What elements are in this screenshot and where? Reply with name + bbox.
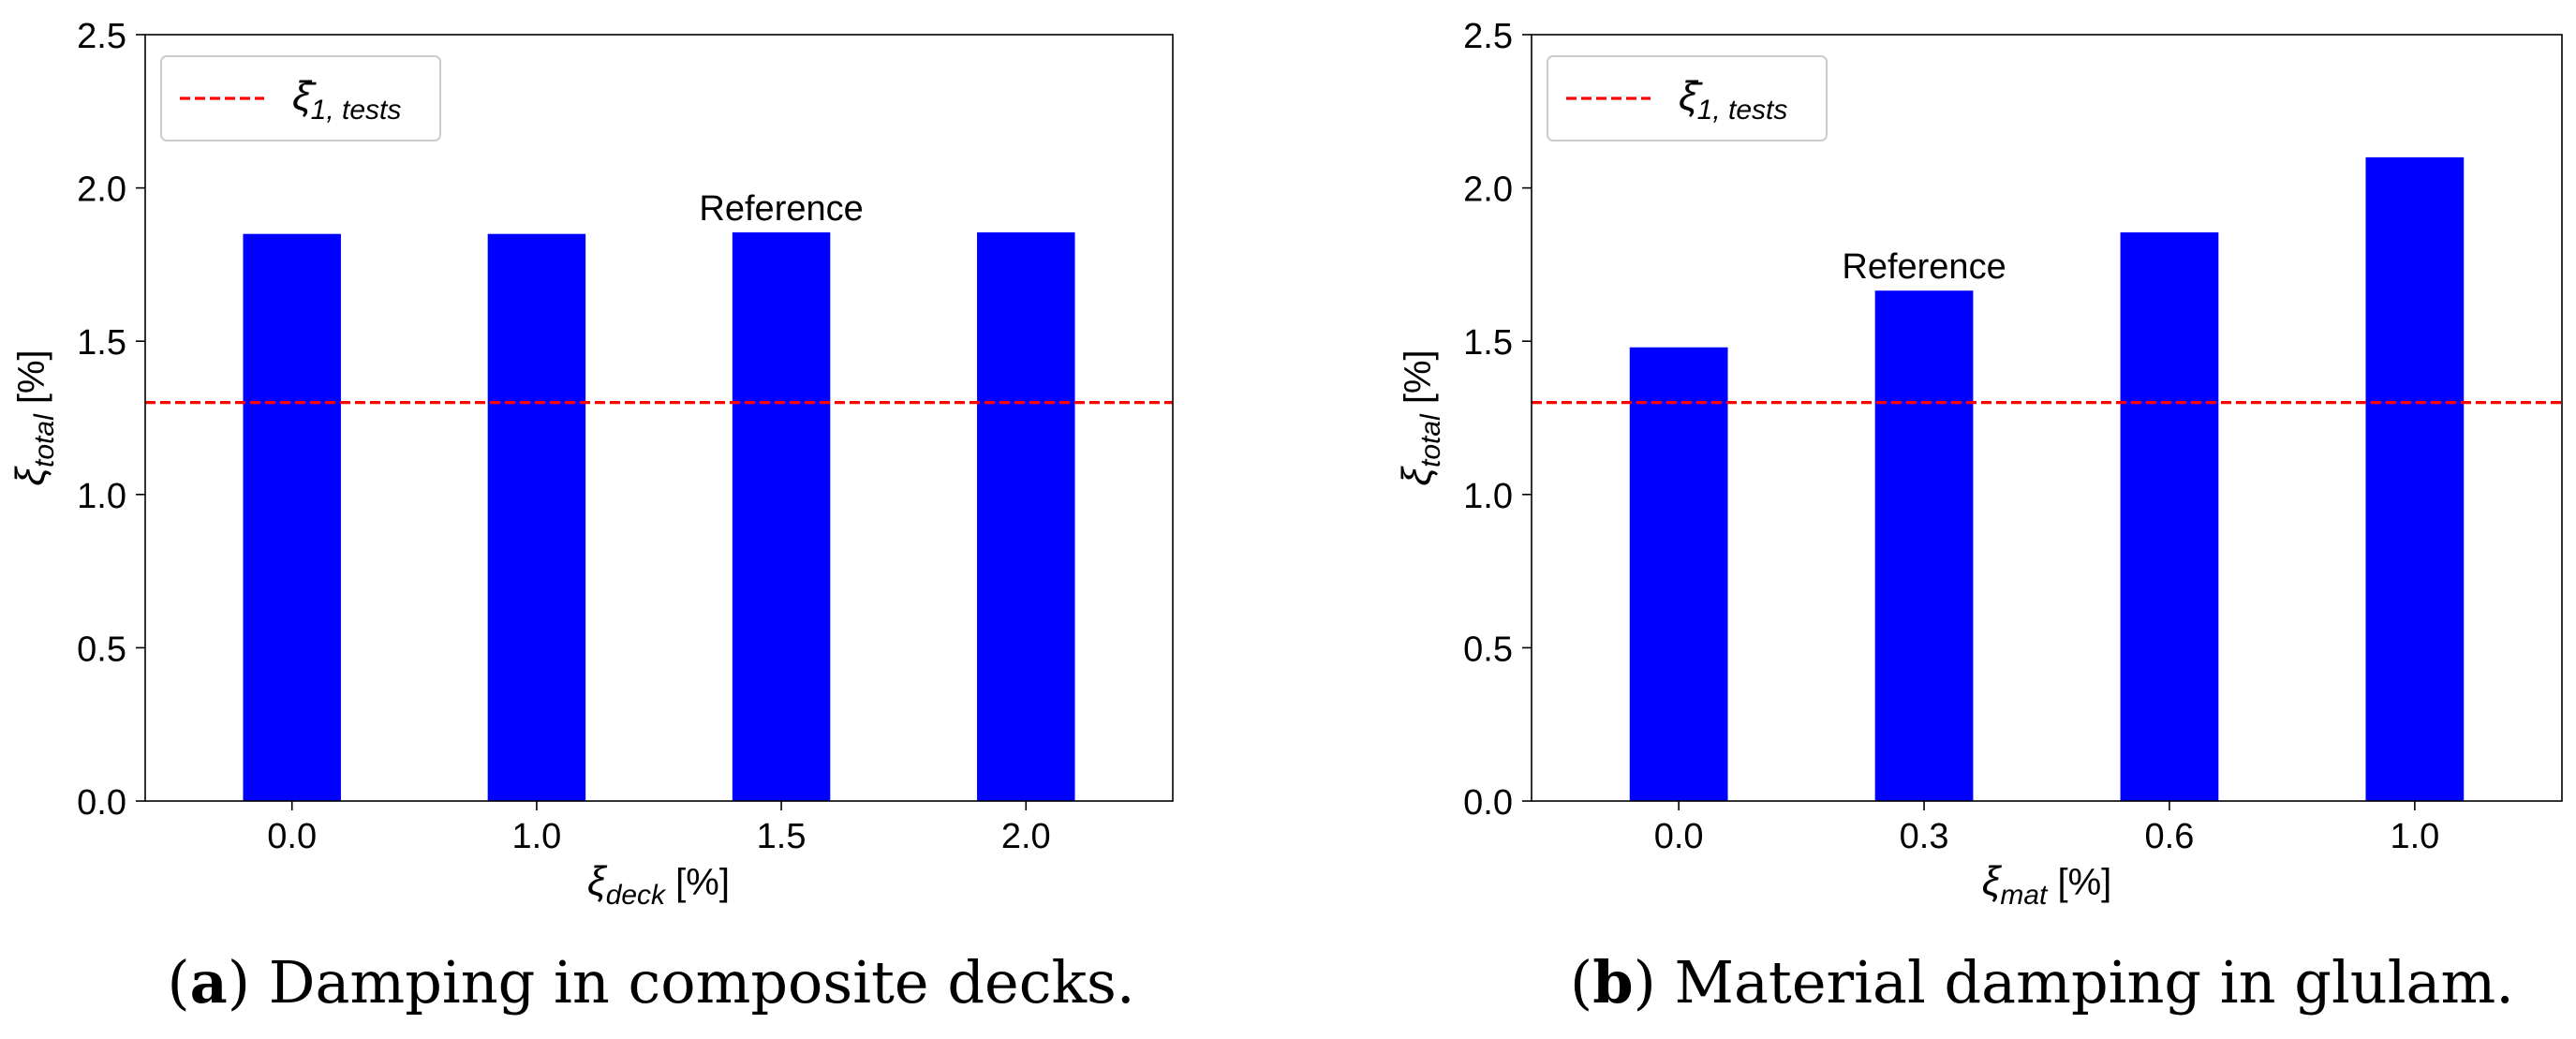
y-tick-label: 0.5 <box>1463 630 1513 669</box>
caption-close-paren: ) <box>228 948 250 1017</box>
bar-2.0 <box>977 232 1075 801</box>
bar-1.5 <box>732 232 831 801</box>
caption-label: a <box>190 948 228 1017</box>
y-tick-label: 0.0 <box>1463 783 1513 823</box>
x-tick-label: 0.3 <box>1900 817 1949 856</box>
y-tick-label: 1.0 <box>77 477 126 516</box>
bar-1.0 <box>487 233 586 801</box>
x-tick-label: 1.0 <box>511 817 561 856</box>
x-axis-label: ξmat [%] <box>1982 858 2112 911</box>
y-axis-label-unit: [%] <box>1398 349 1439 414</box>
x-axis-label-symbol: ξ <box>1982 858 2003 904</box>
caption-close-paren: ) <box>1634 948 1656 1017</box>
x-axis-label-unit: [%] <box>2047 862 2111 903</box>
bar-0.3 <box>1874 290 1974 801</box>
caption-label: b <box>1592 948 1633 1017</box>
reference-annotation: Reference <box>699 189 863 229</box>
caption-open-paren: ( <box>167 948 189 1017</box>
bar-0.6 <box>2120 232 2219 801</box>
y-tick-label: 1.5 <box>77 323 126 363</box>
y-tick-label: 1.5 <box>1463 323 1513 363</box>
x-tick-label: 1.5 <box>757 817 807 856</box>
y-axis-label-symbol: ξ <box>1394 466 1440 486</box>
y-axis-label-symbol: ξ <box>7 466 53 486</box>
legend-label: ξ̄1, tests <box>292 73 401 126</box>
y-axis-label-unit: [%] <box>11 349 52 414</box>
panel-caption: (b) Material damping in glulam. <box>1570 948 2514 1017</box>
legend-label: ξ̄1, tests <box>1679 73 1787 126</box>
y-tick-label: 0.0 <box>77 783 126 823</box>
y-axis-label-subscript: total <box>1415 413 1446 468</box>
bar-0.0 <box>243 233 341 801</box>
caption-text: Damping in composite decks. <box>250 948 1135 1017</box>
caption-open-paren: ( <box>1570 948 1592 1017</box>
x-axis-label-unit: [%] <box>665 862 730 903</box>
x-axis-label: ξdeck [%] <box>587 858 730 911</box>
y-tick-label: 2.5 <box>77 17 126 56</box>
y-axis-label: ξtotal [%] <box>1394 349 1446 485</box>
legend-label-subscript: 1, tests <box>311 95 402 126</box>
y-tick-label: 0.5 <box>77 630 126 669</box>
plot-frame <box>1531 34 2563 802</box>
legend: ξ̄1, tests <box>1547 55 1828 141</box>
x-tick-label: 1.0 <box>2390 817 2439 856</box>
y-axis-label-subscript: total <box>29 413 60 468</box>
x-tick-label: 0.0 <box>267 817 317 856</box>
y-tick-label: 1.0 <box>1463 477 1513 516</box>
caption-text: Material damping in glulam. <box>1656 948 2514 1017</box>
y-tick-label: 2.5 <box>1463 17 1513 56</box>
legend-box <box>160 55 441 141</box>
y-tick-label: 2.0 <box>1463 171 1513 210</box>
reference-annotation: Reference <box>1842 247 2006 287</box>
x-axis-label-subscript: mat <box>2000 880 2049 911</box>
x-axis-label-subscript: deck <box>606 880 667 911</box>
legend-label-subscript: 1, tests <box>1697 95 1788 126</box>
x-tick-label: 0.0 <box>1654 817 1704 856</box>
x-tick-label: 2.0 <box>1001 817 1051 856</box>
panel-caption: (a) Damping in composite decks. <box>167 948 1134 1017</box>
x-tick-label: 0.6 <box>2145 817 2195 856</box>
bar-1.0 <box>2365 156 2465 801</box>
x-axis-label-symbol: ξ <box>587 858 608 904</box>
y-tick-label: 2.0 <box>77 171 126 210</box>
legend-box <box>1547 55 1828 141</box>
bar-0.0 <box>1629 347 1728 801</box>
y-axis-label: ξtotal [%] <box>7 349 60 485</box>
legend: ξ̄1, tests <box>160 55 441 141</box>
plot-frame <box>144 34 1174 802</box>
